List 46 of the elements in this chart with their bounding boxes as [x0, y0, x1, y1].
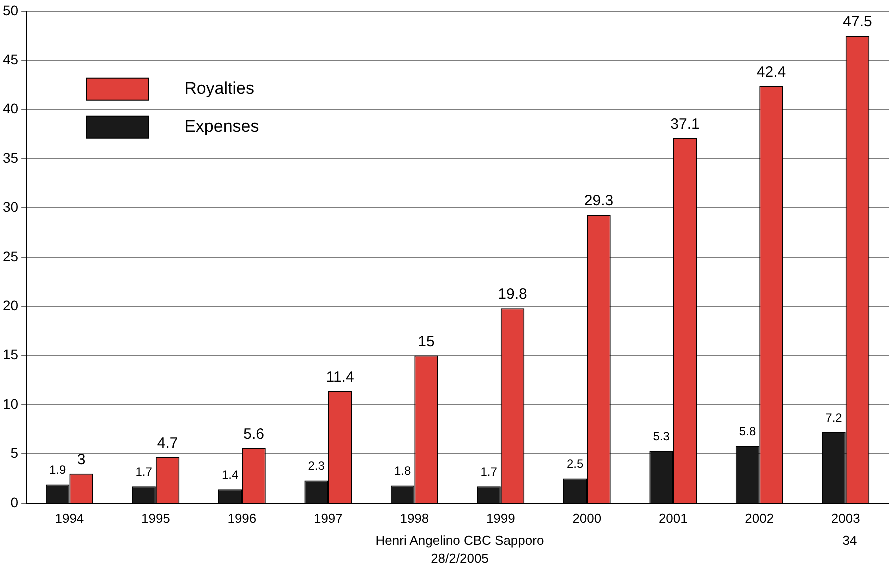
- data-label: 3: [77, 452, 86, 469]
- data-label: 5.3: [653, 430, 670, 444]
- data-label: 1.9: [49, 463, 66, 478]
- data-label: 19.8: [498, 286, 528, 304]
- y-tick-label: 45: [2, 51, 19, 68]
- y-tick-label: 35: [2, 150, 19, 166]
- x-tick-label: 2001: [658, 510, 688, 526]
- data-label: 2.3: [308, 459, 326, 474]
- y-tick-label: 30: [2, 199, 19, 216]
- data-label: 4.7: [157, 434, 178, 452]
- legend-label: Expenses: [184, 117, 260, 136]
- x-tick-label: 1996: [228, 510, 257, 526]
- y-tick-label: 5: [10, 445, 19, 462]
- data-label: 42.4: [756, 64, 786, 81]
- data-label: 1.7: [480, 464, 498, 479]
- data-label: 1.7: [136, 464, 153, 479]
- data-label: 5.6: [244, 426, 264, 443]
- x-tick-label: 1994: [55, 510, 84, 526]
- data-label: 1.8: [394, 464, 412, 478]
- text: Henri Angelino CBC Sapporo: [374, 533, 546, 548]
- data-label: 37.1: [670, 116, 700, 133]
- legend-label: Royalties: [184, 79, 254, 98]
- y-tick-label: 0: [10, 494, 19, 510]
- x-tick-label: 2003: [831, 510, 860, 526]
- data-label: 5.8: [739, 424, 756, 439]
- data-label: 11.4: [326, 368, 354, 386]
- text: 28/2/2005: [430, 551, 490, 566]
- data-label: 15: [418, 333, 435, 350]
- x-tick-label: 1998: [400, 510, 430, 526]
- x-tick-label: 1995: [141, 510, 170, 526]
- data-label: 29.3: [584, 192, 614, 210]
- y-tick-label: 25: [2, 248, 19, 264]
- y-tick-label: 15: [2, 346, 19, 363]
- x-tick-label: 1999: [486, 510, 516, 526]
- y-tick-label: 20: [2, 297, 19, 314]
- x-tick-label: 1997: [314, 510, 343, 526]
- x-tick-label: 2000: [572, 510, 602, 526]
- data-label: 2.5: [566, 457, 584, 472]
- data-label: 47.5: [843, 14, 872, 31]
- y-tick-label: 40: [2, 100, 19, 117]
- data-label: 7.2: [826, 410, 843, 425]
- y-tick-label: 50: [2, 2, 19, 18]
- y-tick-label: 10: [2, 396, 19, 412]
- text: 34: [842, 533, 858, 548]
- x-tick-label: 2002: [745, 510, 774, 526]
- data-label: 1.4: [222, 468, 239, 482]
